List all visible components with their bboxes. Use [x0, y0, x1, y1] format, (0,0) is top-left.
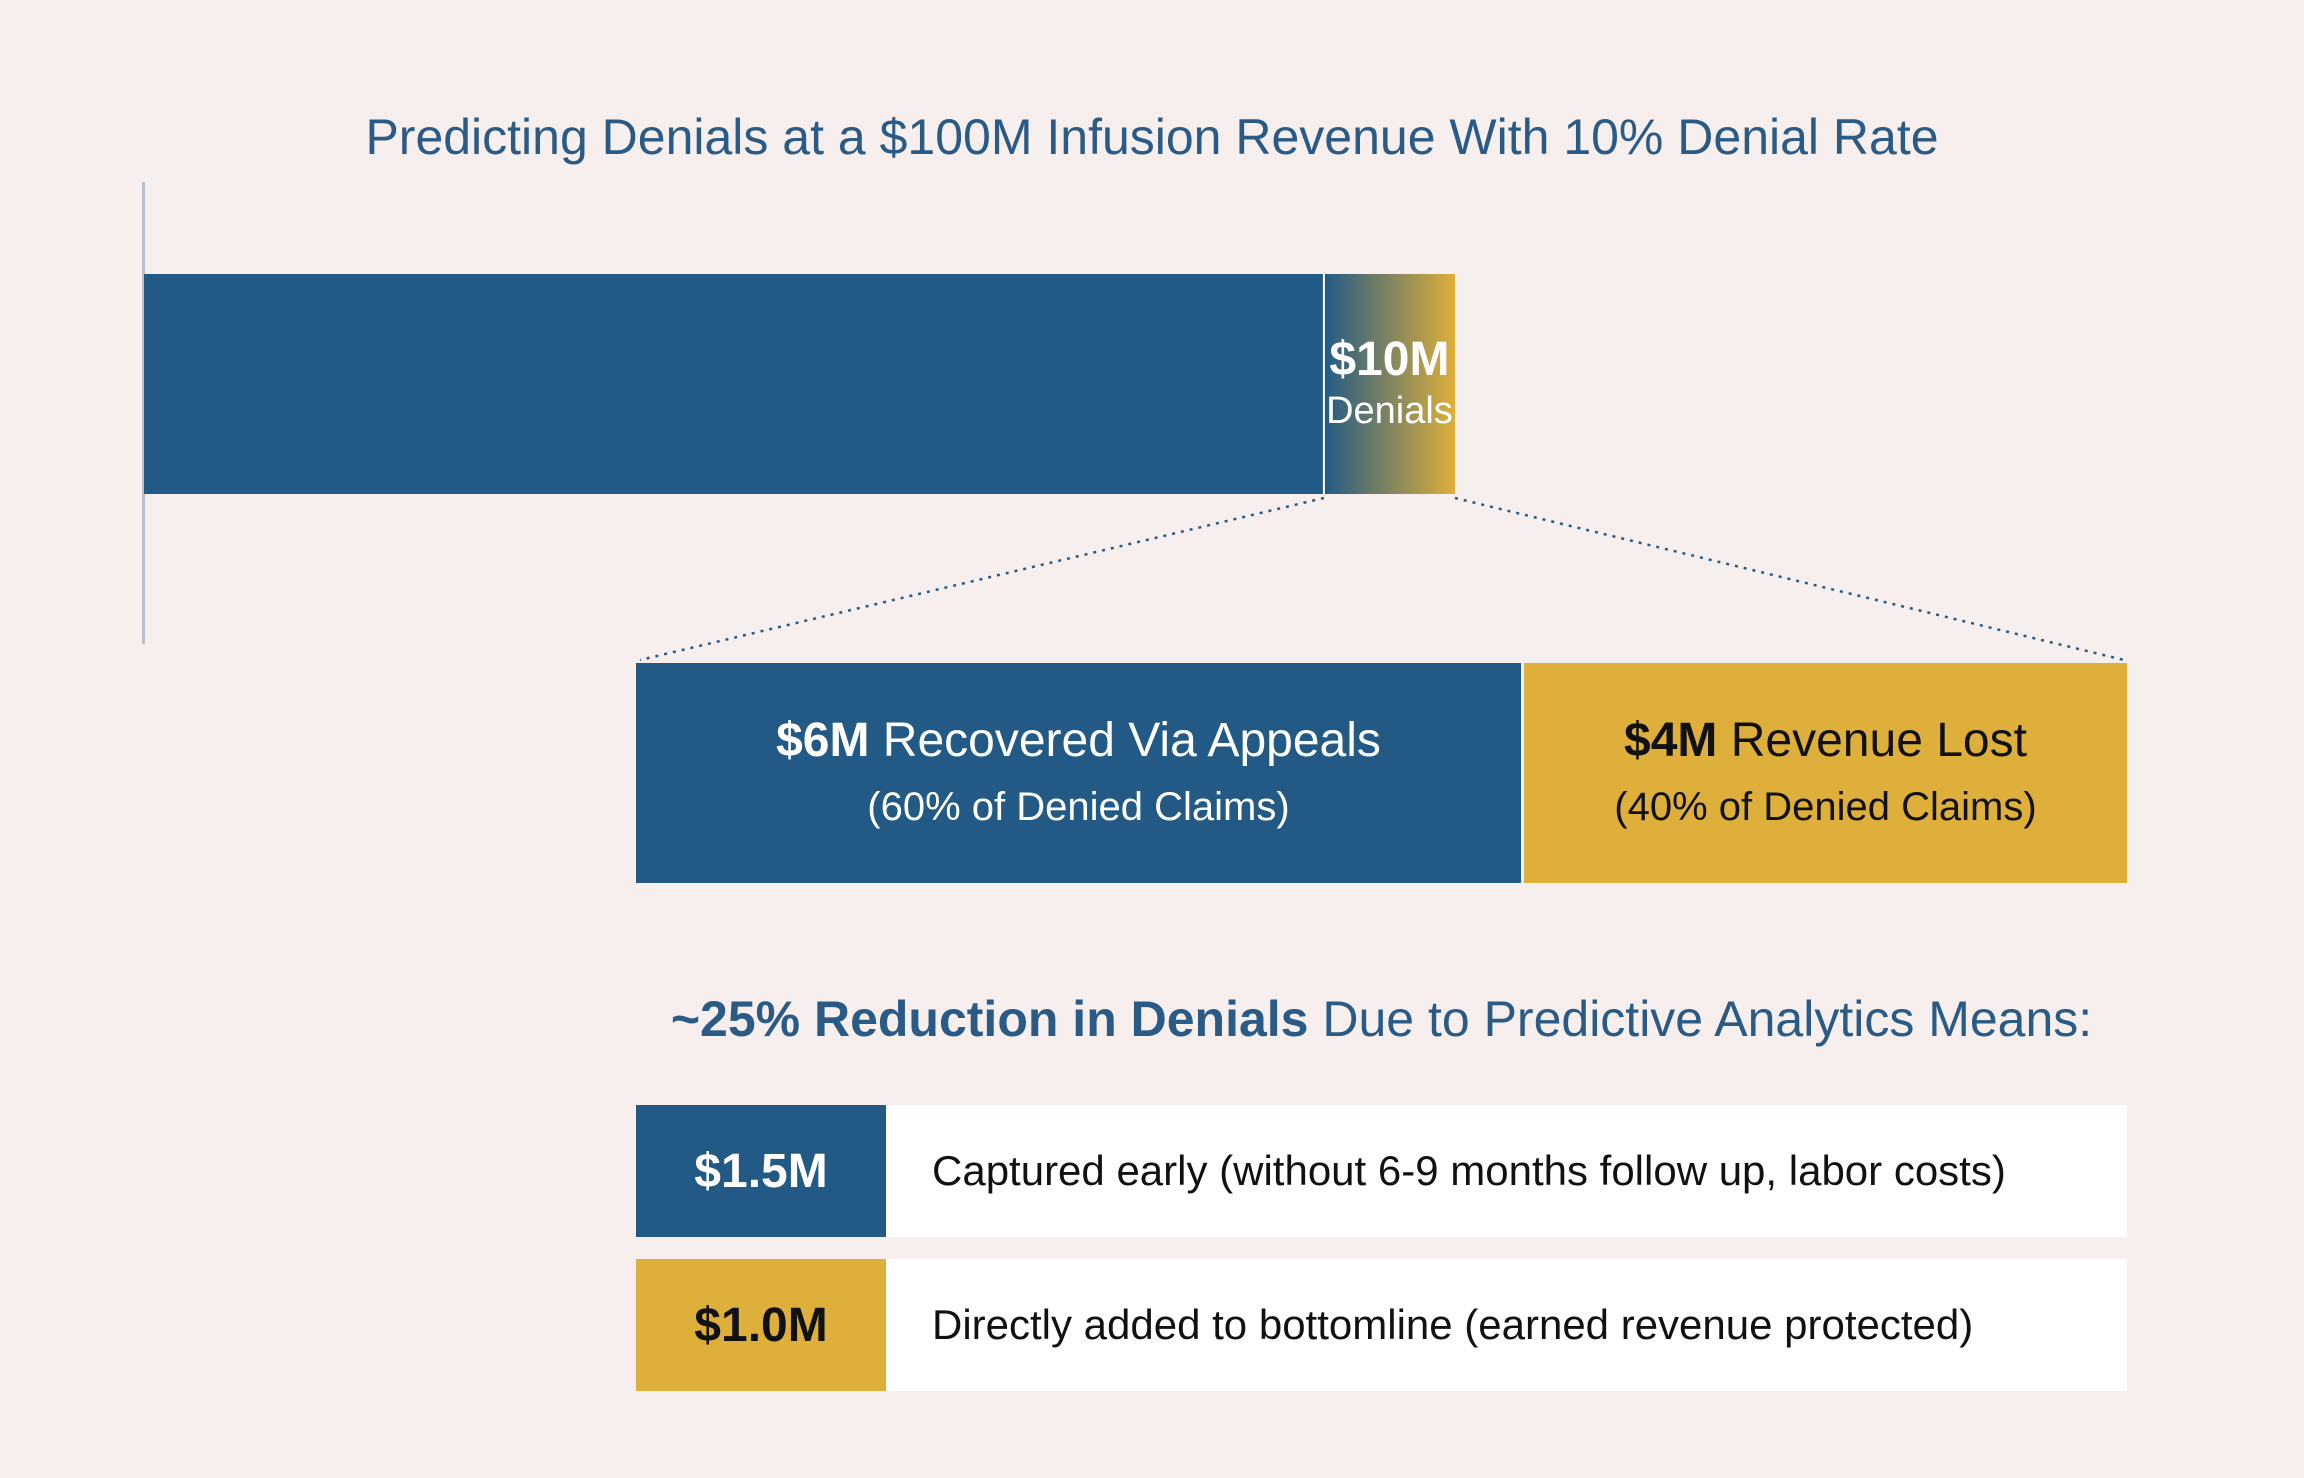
lost-label: Revenue Lost — [1730, 714, 2027, 767]
bar-denials — [1323, 274, 1455, 494]
reduction-heading: ~25% Reduction in Denials Due to Predict… — [636, 990, 2127, 1048]
recovered-heading: $6M Recovered Via Appeals — [776, 711, 1381, 771]
denials-value: $10M — [1329, 333, 1450, 386]
outcome-text: Directly added to bottomline (earned rev… — [886, 1259, 2127, 1391]
reduction-rest: Due to Predictive Analytics Means: — [1308, 991, 2093, 1047]
chart-title: Predicting Denials at a $100M Infusion R… — [365, 109, 1939, 165]
outcome-value: $1.0M — [636, 1259, 886, 1391]
connector-left — [639, 496, 1325, 662]
outcome-row: $1.0M Directly added to bottomline (earn… — [636, 1259, 2127, 1391]
reduction-bold: ~25% Reduction in Denials — [670, 991, 1309, 1047]
recovered-label: Recovered Via Appeals — [882, 714, 1381, 767]
recovered-value: $6M — [776, 714, 870, 767]
bar-revenue-retained — [144, 274, 1324, 494]
lost-value: $4M — [1624, 714, 1718, 767]
lost-sub: (40% of Denied Claims) — [1614, 785, 2037, 829]
denials-label: $10M Denials — [1324, 332, 1455, 434]
lost-heading: $4M Revenue Lost — [1624, 711, 2027, 771]
outcome-row: $1.5M Captured early (without 6-9 months… — [636, 1105, 2127, 1237]
recovered-box: $6M Recovered Via Appeals (60% of Denied… — [636, 663, 1521, 883]
denials-text: Denials — [1326, 390, 1453, 432]
axis-line — [142, 182, 145, 644]
lost-box: $4M Revenue Lost (40% of Denied Claims) — [1524, 663, 2127, 883]
recovered-sub: (60% of Denied Claims) — [867, 785, 1290, 829]
connector-right — [1454, 496, 2125, 662]
outcome-value: $1.5M — [636, 1105, 886, 1237]
outcome-text: Captured early (without 6-9 months follo… — [886, 1105, 2127, 1237]
